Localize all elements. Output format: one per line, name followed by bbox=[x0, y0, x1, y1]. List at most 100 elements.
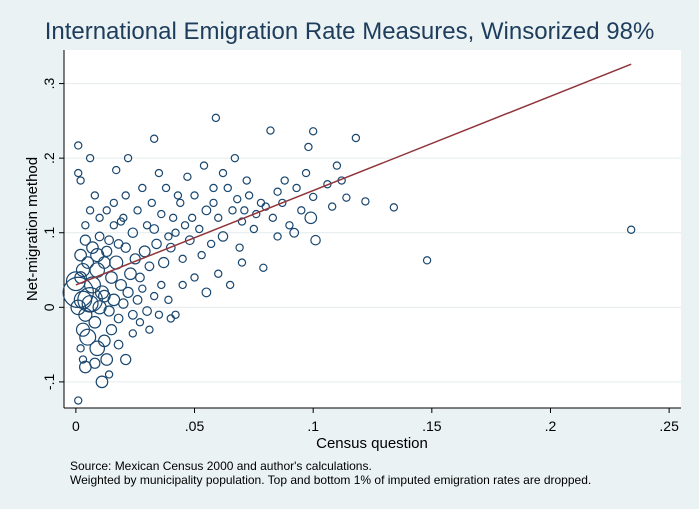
data-point bbox=[201, 205, 212, 216]
data-point bbox=[230, 153, 240, 163]
data-point bbox=[145, 325, 154, 334]
y-tick-label: .2 bbox=[41, 152, 57, 164]
data-point bbox=[118, 298, 129, 309]
data-point bbox=[79, 328, 97, 346]
data-point bbox=[127, 227, 139, 239]
data-point bbox=[90, 248, 105, 263]
data-point bbox=[217, 231, 229, 242]
data-point bbox=[178, 280, 187, 290]
data-point bbox=[183, 172, 192, 181]
x-axis-label: Census question bbox=[316, 435, 428, 452]
data-point bbox=[109, 221, 119, 230]
data-point bbox=[342, 193, 351, 202]
data-point bbox=[62, 276, 94, 309]
data-point bbox=[178, 254, 187, 264]
plot-area bbox=[64, 50, 681, 408]
data-point bbox=[304, 211, 318, 225]
data-point bbox=[361, 197, 370, 206]
data-point bbox=[142, 306, 152, 316]
data-point bbox=[85, 153, 95, 163]
data-point bbox=[214, 213, 223, 223]
x-tick-label: .2 bbox=[545, 418, 557, 434]
data-point bbox=[211, 113, 221, 123]
data-point bbox=[268, 213, 278, 223]
data-point bbox=[197, 250, 206, 260]
data-point bbox=[187, 213, 197, 223]
data-point bbox=[165, 242, 176, 253]
data-point bbox=[76, 344, 85, 353]
data-point bbox=[237, 258, 247, 267]
data-point bbox=[76, 176, 85, 185]
data-point bbox=[114, 278, 127, 291]
data-point bbox=[90, 191, 100, 200]
data-point bbox=[301, 168, 311, 178]
data-point bbox=[292, 183, 301, 193]
data-point bbox=[95, 213, 104, 223]
data-point bbox=[112, 165, 121, 175]
data-point bbox=[74, 248, 87, 262]
data-point bbox=[166, 314, 175, 323]
data-point bbox=[266, 126, 275, 135]
data-point bbox=[171, 228, 180, 237]
data-point bbox=[157, 209, 166, 219]
data-point bbox=[297, 206, 306, 215]
data-point bbox=[81, 256, 95, 269]
data-point bbox=[242, 176, 251, 185]
data-point bbox=[147, 198, 157, 208]
data-point bbox=[308, 192, 318, 202]
data-point bbox=[199, 161, 209, 170]
data-point bbox=[151, 238, 162, 250]
data-point bbox=[180, 221, 190, 230]
data-point bbox=[149, 224, 160, 234]
data-point bbox=[97, 256, 111, 269]
x-tick-label: .05 bbox=[185, 418, 205, 434]
data-point bbox=[285, 221, 294, 230]
x-tick-label: .1 bbox=[307, 418, 319, 434]
data-point bbox=[240, 206, 249, 215]
data-point bbox=[195, 224, 204, 234]
data-point bbox=[138, 183, 147, 193]
x-tick-label: .25 bbox=[659, 418, 679, 434]
data-point bbox=[74, 396, 83, 405]
data-point bbox=[244, 191, 254, 200]
data-point bbox=[102, 206, 111, 215]
data-point bbox=[190, 191, 199, 200]
data-point bbox=[235, 243, 244, 252]
y-tick-label: 0 bbox=[41, 303, 57, 311]
data-point bbox=[75, 322, 91, 337]
data-point bbox=[85, 206, 95, 215]
data-point bbox=[135, 318, 145, 327]
fit-line-group bbox=[75, 63, 632, 286]
data-point bbox=[120, 353, 132, 366]
data-point bbox=[78, 355, 88, 364]
data-point bbox=[133, 206, 142, 215]
data-point bbox=[218, 168, 228, 178]
data-point bbox=[327, 202, 337, 211]
data-point bbox=[81, 221, 90, 230]
data-point bbox=[124, 267, 137, 281]
data-point bbox=[164, 232, 173, 241]
data-point bbox=[123, 153, 133, 163]
data-point bbox=[89, 340, 106, 357]
data-point bbox=[273, 187, 282, 196]
data-point bbox=[168, 213, 178, 223]
chart-title: International Emigration Rate Measures, … bbox=[44, 18, 655, 45]
data-point bbox=[422, 256, 432, 265]
data-point bbox=[121, 191, 130, 200]
data-point bbox=[259, 263, 268, 272]
data-point bbox=[273, 232, 282, 241]
axes: -.1 0 .1 .2 .3 0 .05 .1 .15 .2 .25 bbox=[41, 50, 681, 434]
data-point bbox=[237, 217, 247, 226]
y-axis-label: Net-migration method bbox=[24, 157, 41, 301]
y-tick-label: -.1 bbox=[41, 374, 57, 391]
fit-line bbox=[75, 63, 632, 286]
data-point bbox=[77, 287, 103, 313]
data-point bbox=[206, 239, 216, 249]
data-point bbox=[149, 291, 159, 301]
data-point bbox=[142, 221, 152, 230]
data-point bbox=[289, 227, 300, 238]
x-tick-label: .15 bbox=[422, 418, 442, 434]
data-point bbox=[78, 360, 92, 374]
data-point bbox=[310, 234, 321, 246]
data-point bbox=[214, 269, 223, 278]
